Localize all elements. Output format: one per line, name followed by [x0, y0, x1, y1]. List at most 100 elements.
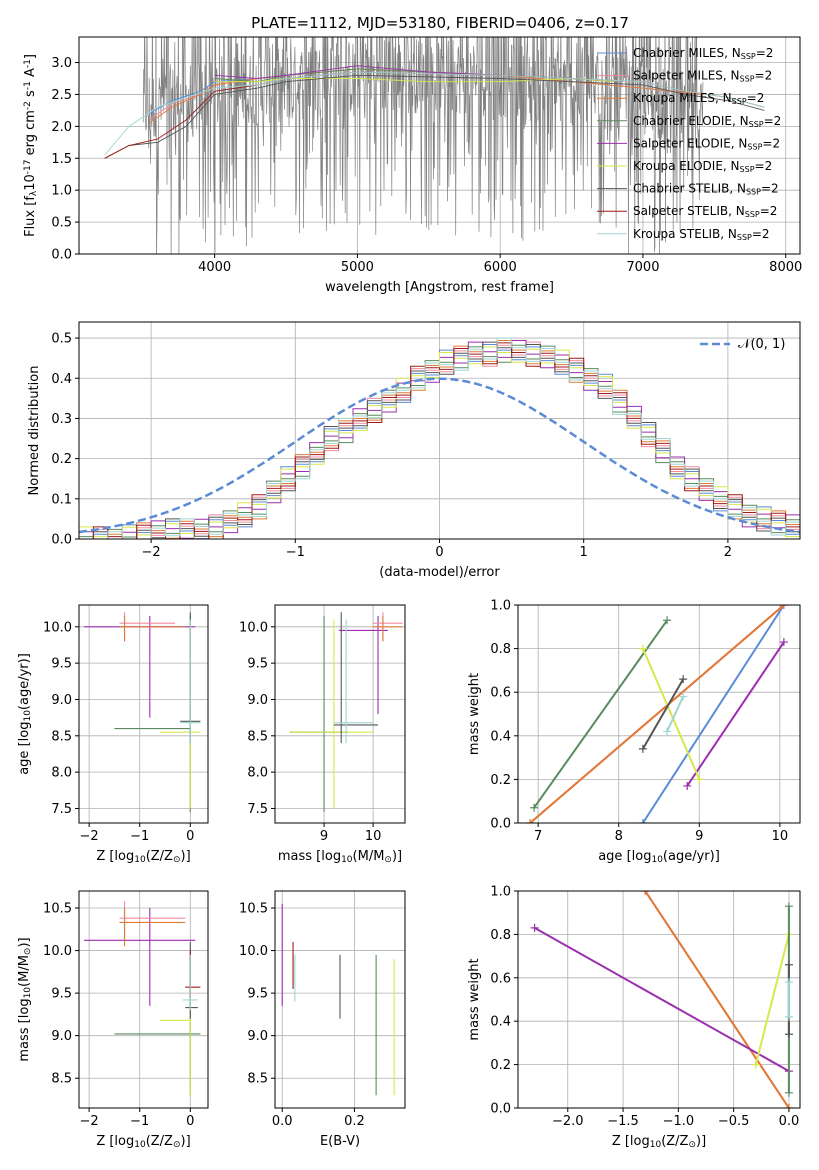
y-tick-label: 10.0 — [43, 620, 72, 635]
legend-label-kroupa_stelib: Kroupa STELIB, NSSP=2 — [633, 227, 770, 242]
label-part: (data-model)/error — [379, 565, 500, 580]
weight-marker-kroupa_miles — [779, 605, 788, 609]
y-axis-label: mass weight — [467, 958, 482, 1040]
label-part: )] — [392, 849, 402, 864]
label-part: 10 — [23, 987, 33, 999]
y-tick-label: 9.5 — [51, 987, 72, 1002]
y-tick-label: 0.2 — [490, 773, 511, 788]
x-tick-label: 10 — [772, 829, 789, 844]
residual-hist-kroupa_elodie — [79, 346, 800, 539]
label-part: age [log — [598, 849, 651, 864]
weight-marker-kroupa_miles — [784, 1104, 793, 1108]
label-part: Salpeter ELODIE, N — [633, 136, 747, 150]
label-part: =2 — [755, 159, 773, 173]
axes-age-vs-Z: −2 −1 07.58.08.59.09.510.0Z [log10(Z/Z⊙)]a… — [17, 604, 209, 865]
y-tick-label: 1.0 — [490, 885, 511, 900]
y-tick-label: 9.0 — [51, 1029, 72, 1044]
label-part: SSP — [737, 233, 752, 242]
label-part: )] — [696, 1134, 706, 1149]
residual-hist-chabrier_miles — [79, 344, 800, 539]
y-tick-label: 8.0 — [51, 766, 72, 781]
label-part: (Z/Z — [661, 1134, 688, 1149]
label-part: ⊙ — [173, 855, 181, 865]
x-tick-label: 0.2 — [344, 1114, 365, 1129]
weight-line-kroupa_miles — [529, 605, 785, 823]
y-tick-label: 0.6 — [490, 686, 511, 701]
y-tick-label: 0.1 — [51, 492, 72, 507]
label-part: Chabrier STELIB, N — [633, 182, 746, 196]
plot-area — [530, 891, 793, 1108]
x-tick-label: −1 — [286, 545, 305, 560]
x-axis-label: Z [log10(Z/Z⊙)] — [96, 849, 190, 865]
y-tick-label: 0.5 — [51, 216, 72, 231]
residual-hist-salpeter_stelib — [79, 342, 800, 539]
y-tick-label: 0.0 — [51, 248, 72, 263]
y-tick-label: 0.4 — [490, 1015, 511, 1030]
y-tick-label: 0.3 — [51, 412, 72, 427]
label-part: age [log — [17, 722, 32, 775]
label-part: 10 — [23, 710, 33, 722]
label-part: SSP — [740, 165, 755, 174]
label-part: )] — [181, 1134, 191, 1149]
label-part: mass [log — [278, 849, 341, 864]
y-tick-label: 8.5 — [51, 1072, 72, 1087]
label-part: Kroupa STELIB, N — [633, 227, 737, 241]
label-part: -2 — [23, 101, 33, 110]
legend-label-salpeter_stelib: Salpeter STELIB, NSSP=2 — [633, 204, 777, 219]
x-tick-label: −1 — [130, 829, 149, 844]
x-axis-label: age [log10(age/yr)] — [598, 849, 720, 865]
label-part: =2 — [760, 204, 778, 218]
residual-hist-kroupa_miles — [79, 340, 800, 539]
weight-marker-kroupa_miles — [641, 891, 650, 895]
weight-line-kroupa_miles — [644, 891, 790, 1108]
label-part: SSP — [732, 97, 747, 106]
y-tick-label: 9.0 — [247, 1029, 268, 1044]
weight-marker-kroupa_miles — [526, 819, 535, 823]
x-tick-label: −1.0 — [663, 1114, 695, 1129]
y-tick-label: 9.0 — [247, 693, 268, 708]
x-tick-label: −2 — [80, 1114, 99, 1129]
figure-title: PLATE=1112, MJD=53180, FIBERID=0406, z=0… — [251, 14, 629, 32]
x-tick-label: −0.5 — [718, 1114, 750, 1129]
plot-area — [84, 612, 201, 813]
label-part: SSP — [741, 52, 756, 61]
legend-label-salpeter_elodie: Salpeter ELODIE, NSSP=2 — [633, 136, 780, 151]
label-part: SSP — [745, 210, 760, 219]
plot-area — [281, 903, 395, 1096]
y-axis-label: Flux [fλ10-17 erg cm-2 s-1 A-1] — [23, 54, 39, 237]
weight-line-chabrier_stelib — [642, 678, 685, 750]
y-tick-label: 0.4 — [51, 372, 72, 387]
label-part: ⊙ — [384, 855, 392, 865]
x-tick-label: 9 — [320, 829, 328, 844]
weight-marker-kroupa_stelib — [784, 978, 793, 987]
weight-marker-chabrier_elodie — [530, 803, 539, 812]
x-tick-label: 8 — [615, 829, 623, 844]
label-part: ] — [23, 54, 38, 59]
label-part: λ — [29, 190, 39, 196]
weight-marker-kroupa_elodie — [751, 1060, 760, 1069]
y-tick-label: 0.0 — [490, 1102, 511, 1117]
weight-line-kroupa_elodie — [641, 648, 701, 780]
plot-area — [526, 605, 788, 823]
x-axis-label: (data-model)/error — [379, 565, 500, 580]
residual-hist-kroupa_stelib — [79, 337, 800, 539]
weight-marker-salpeter_elodie — [530, 923, 539, 932]
axes-frame — [78, 890, 209, 1109]
y-tick-label: 7.5 — [51, 802, 72, 817]
x-axis-label: wavelength [Angstrom, rest frame] — [325, 280, 554, 295]
label-part: 10 — [134, 1140, 146, 1150]
weight-line-salpeter_elodie — [534, 927, 790, 1072]
residual-hist-chabrier_stelib — [79, 341, 800, 539]
label-part: Chabrier MILES, N — [633, 46, 741, 60]
label-part: )] — [17, 937, 32, 947]
y-tick-label: 10.5 — [43, 902, 72, 917]
label-part: ⊙ — [688, 1140, 696, 1150]
label-part: s — [23, 90, 38, 101]
residual-hist-chabrier_elodie — [79, 344, 800, 539]
x-tick-label: −2.0 — [552, 1114, 584, 1129]
weight-marker-chabrier_stelib — [784, 960, 793, 969]
weight-marker-kroupa_elodie — [638, 644, 647, 653]
axes-frame — [517, 890, 801, 1109]
grid — [275, 605, 405, 823]
